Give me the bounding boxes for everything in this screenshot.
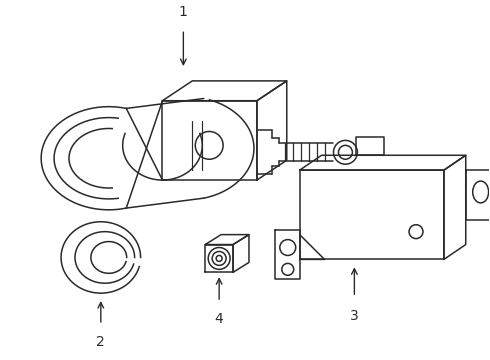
Text: 1: 1 <box>179 5 188 19</box>
Text: 2: 2 <box>97 335 105 349</box>
Text: 4: 4 <box>215 312 223 326</box>
Text: 3: 3 <box>350 309 359 323</box>
